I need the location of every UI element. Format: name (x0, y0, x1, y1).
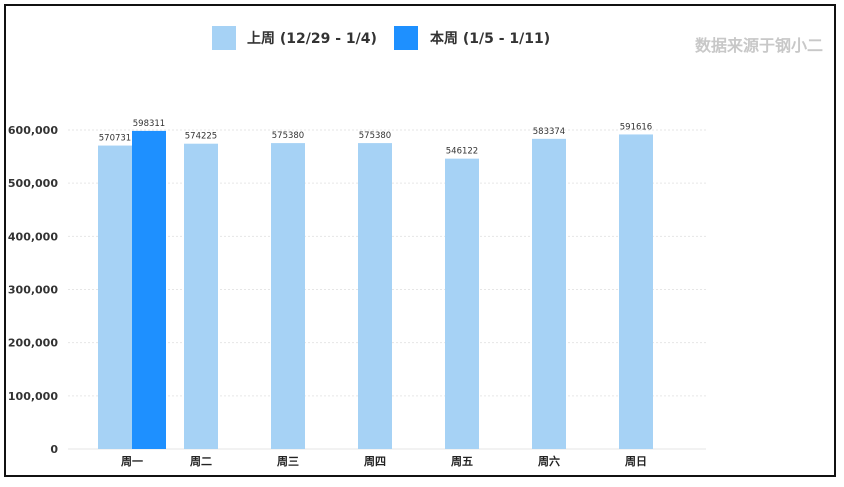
x-category-label: 周日 (625, 455, 647, 468)
y-tick-label: 400,000 (8, 230, 58, 243)
legend-label-last-week: 上周 (12/29 - 1/4) (247, 31, 377, 47)
bar-last-week (98, 145, 132, 450)
data-label: 570731 (99, 134, 131, 144)
y-tick-label: 100,000 (8, 390, 58, 403)
y-tick-label: 0 (50, 443, 58, 456)
chart-frame: 570731 598311 574225 575380 575380 546122 5833… (4, 4, 836, 477)
data-label: 598311 (133, 119, 165, 129)
source-note: 数据来源于钢小二 (695, 36, 823, 55)
y-tick-label: 200,000 (8, 337, 58, 350)
x-category-label: 周四 (364, 455, 386, 468)
legend-label-this-week: 本周 (1/5 - 1/11) (430, 30, 550, 47)
x-category-label: 周六 (538, 454, 560, 468)
axis-layer: 0 100,000 200,000 300,000 400,000 500,000 600,… (8, 124, 647, 468)
data-label: 574225 (185, 132, 217, 142)
y-tick-label: 600,000 (8, 124, 58, 137)
bar-last-week (184, 143, 218, 449)
y-tick-label: 300,000 (8, 284, 58, 297)
bar-last-week (445, 158, 479, 449)
bars-layer (98, 130, 653, 450)
data-label: 575380 (272, 131, 304, 141)
x-category-label: 周一 (121, 455, 143, 468)
bar-last-week (532, 138, 566, 450)
x-category-label: 周五 (451, 455, 473, 468)
data-label: 546122 (446, 147, 478, 157)
data-label: 575380 (359, 131, 391, 141)
legend-swatch-last-week (212, 26, 236, 50)
data-label: 583374 (533, 127, 565, 137)
y-tick-label: 500,000 (8, 177, 58, 190)
x-category-label: 周三 (277, 455, 299, 468)
bar-last-week (358, 143, 392, 449)
bar-last-week (271, 143, 305, 449)
bar-this-week (132, 130, 166, 449)
legend-swatch-this-week (394, 26, 418, 50)
legend: 上周 (12/29 - 1/4) 本周 (1/5 - 1/11) (212, 26, 550, 50)
data-label: 591616 (620, 122, 652, 132)
bar-last-week (619, 134, 653, 449)
x-category-label: 周二 (190, 455, 212, 468)
